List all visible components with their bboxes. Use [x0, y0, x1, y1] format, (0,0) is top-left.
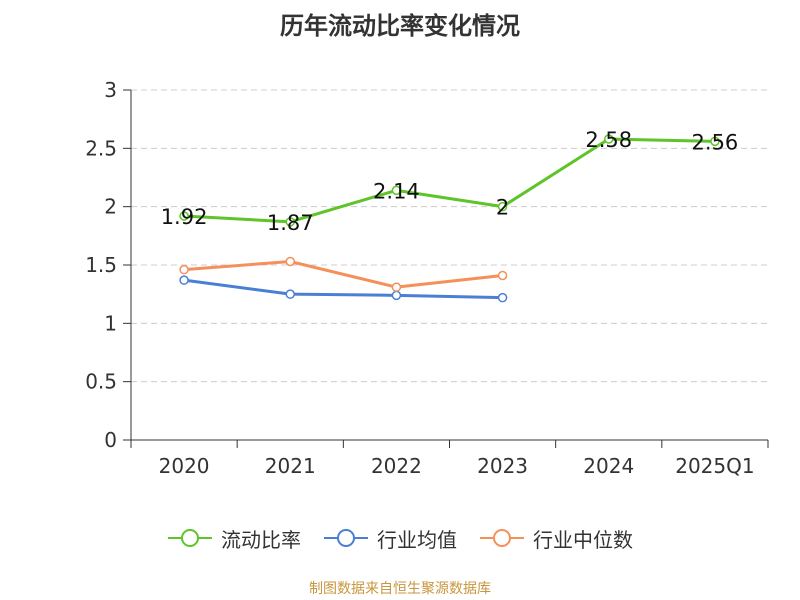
source-note: 制图数据来自恒生聚源数据库 — [309, 581, 491, 597]
x-tick-label: 2025Q1 — [675, 454, 754, 478]
y-tick-label: 0.5 — [85, 370, 117, 394]
chart-legend: 流动比率 行业均值 行业中位数 — [0, 520, 800, 556]
series-line — [183, 260, 503, 289]
data-label: 1.87 — [267, 211, 314, 235]
data-label: 2.58 — [585, 128, 632, 152]
y-tick-label: 2 — [104, 195, 117, 219]
data-point — [604, 134, 614, 144]
y-tick-label: 3 — [104, 78, 117, 102]
data-point — [179, 211, 189, 221]
y-tick-label: 1 — [104, 311, 117, 335]
legend-marker-icon — [324, 529, 368, 547]
data-point — [497, 201, 508, 212]
data-point — [179, 275, 189, 285]
legend-marker-icon — [168, 529, 212, 547]
data-point — [179, 264, 189, 275]
data-point — [391, 185, 402, 196]
x-tick-label: 2024 — [583, 454, 634, 478]
x-tick-label: 2021 — [265, 454, 316, 478]
y-tick-label: 0 — [104, 428, 117, 452]
x-tick-label: 2023 — [477, 454, 528, 478]
data-point — [285, 289, 295, 299]
legend-item-industry-median[interactable]: 行业中位数 — [479, 524, 633, 553]
data-label: 2.56 — [692, 130, 739, 154]
x-tick-label: 2022 — [371, 454, 422, 478]
data-point — [391, 282, 402, 292]
data-point — [285, 256, 295, 267]
chart-title: 历年流动比率变化情况 — [280, 12, 520, 40]
y-tick-label: 1.5 — [85, 253, 117, 277]
legend-item-industry-mean[interactable]: 行业均值 — [323, 524, 457, 553]
legend-marker-icon — [480, 529, 524, 547]
data-point — [497, 292, 508, 303]
data-label: 2 — [496, 196, 509, 220]
data-point — [391, 290, 402, 301]
legend-label: 流动比率 — [221, 527, 301, 552]
series-line — [183, 278, 503, 300]
x-tick-label: 2020 — [159, 454, 210, 478]
legend-item-current-ratio[interactable]: 流动比率 — [167, 524, 301, 553]
data-point — [285, 217, 295, 227]
legend-label: 行业均值 — [377, 527, 457, 552]
data-label: 2.14 — [373, 179, 420, 203]
series-line — [184, 137, 715, 224]
legend-label: 行业中位数 — [533, 527, 633, 552]
data-label: 1.92 — [161, 205, 208, 229]
y-tick-label: 2.5 — [85, 136, 117, 160]
data-point — [497, 270, 508, 281]
data-point — [710, 136, 720, 147]
